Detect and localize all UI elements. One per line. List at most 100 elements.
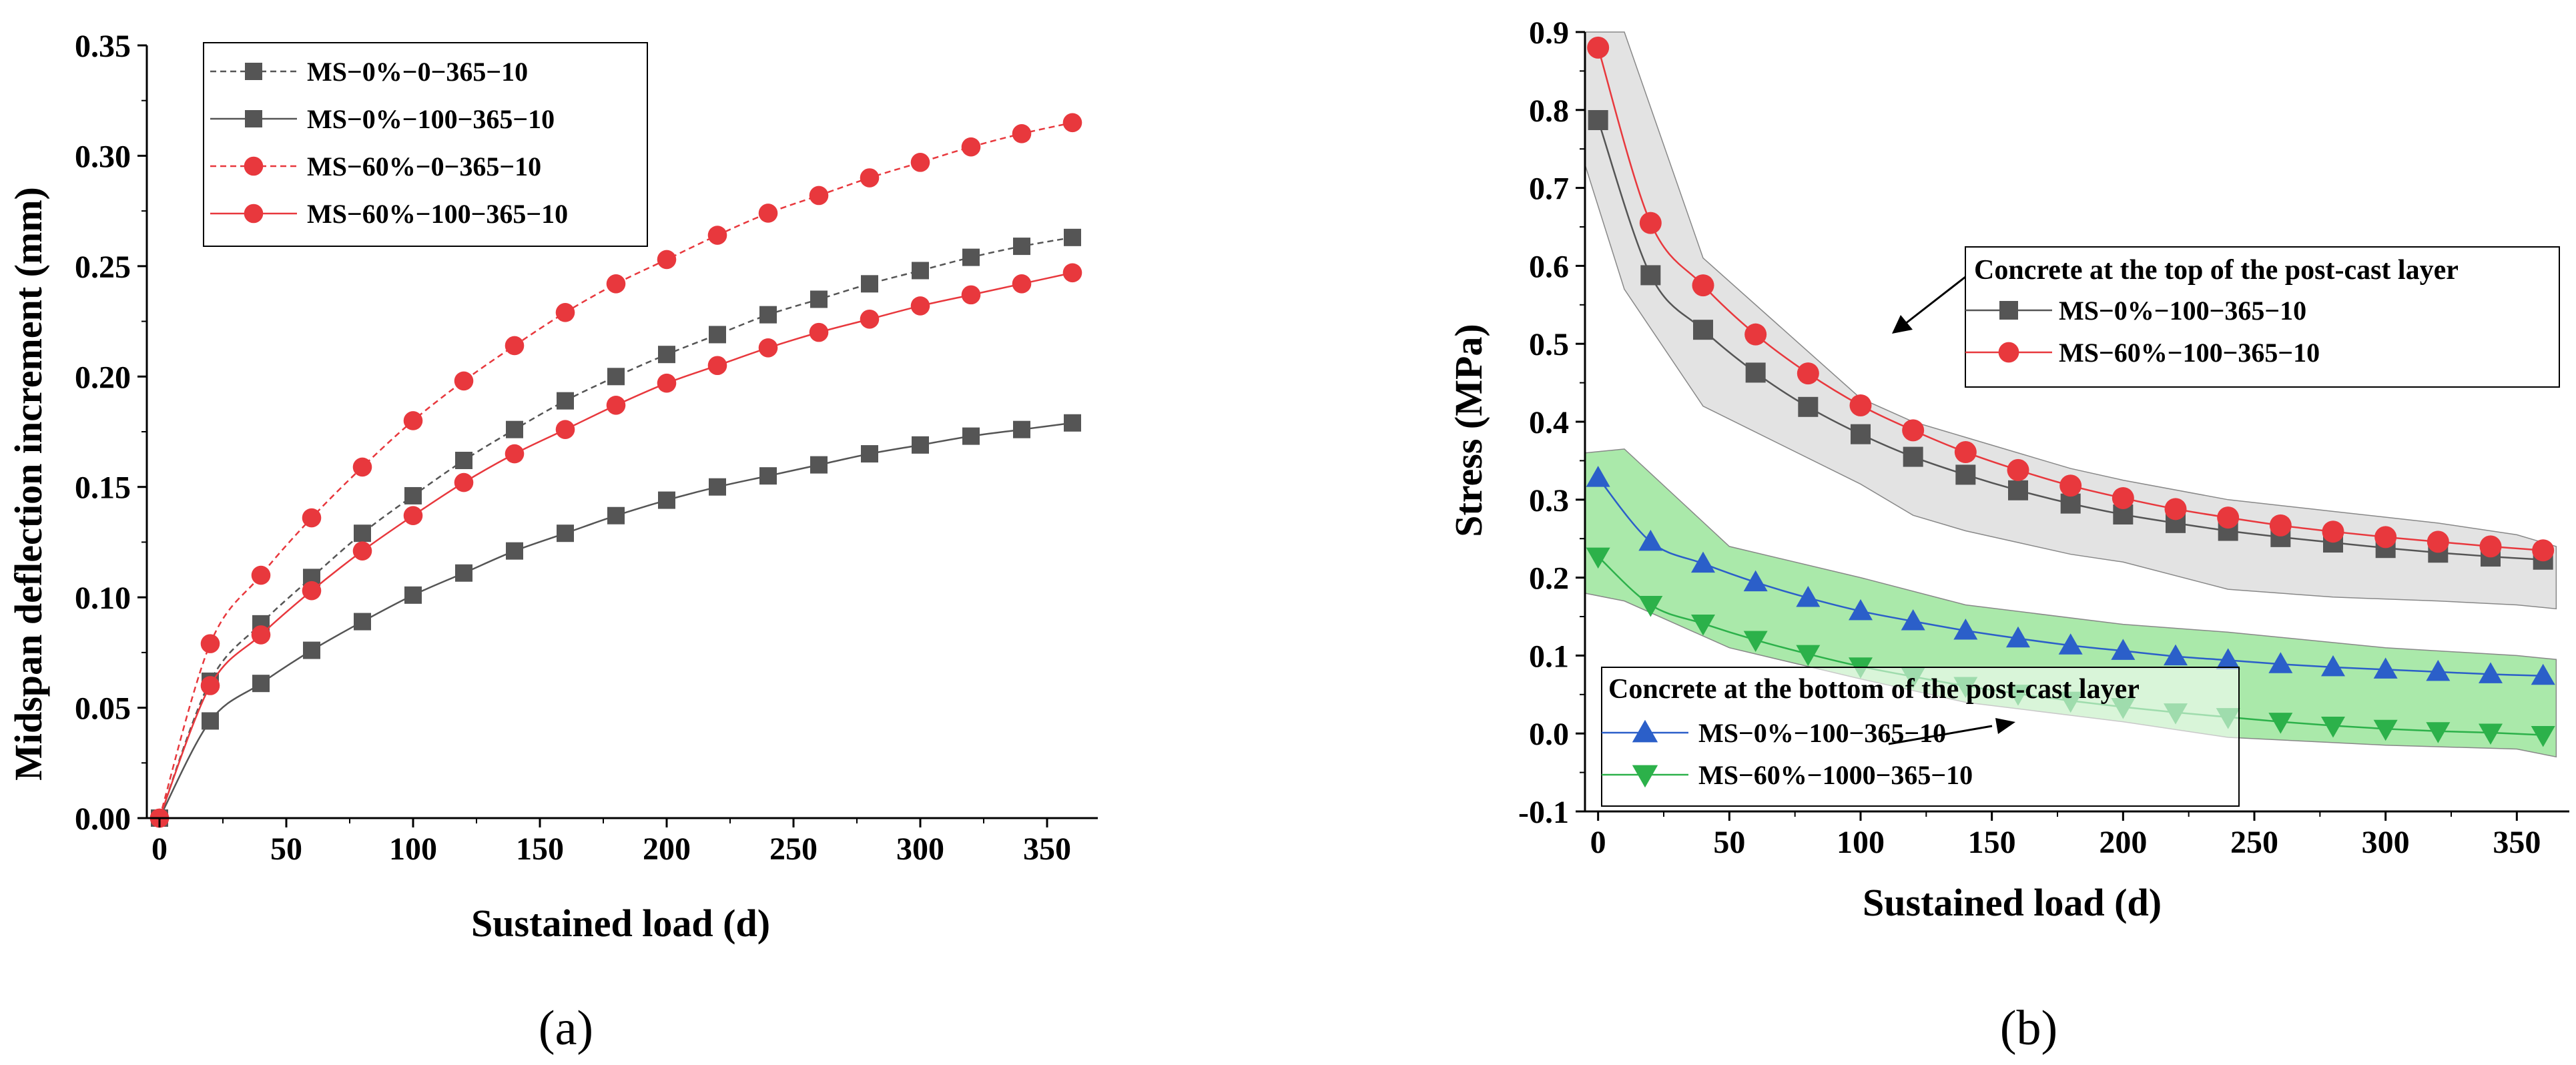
data-point bbox=[302, 508, 322, 528]
y-tick-label: 0.3 bbox=[1529, 483, 1569, 518]
data-point bbox=[506, 420, 523, 438]
legend-label: MS−0%−100−365−10 bbox=[1698, 718, 1946, 748]
y-tick-label: 0.2 bbox=[1529, 561, 1569, 597]
data-point bbox=[1745, 362, 1766, 383]
x-tick-label: 0 bbox=[151, 831, 168, 867]
data-point bbox=[454, 371, 474, 391]
x-tick-label: 300 bbox=[2362, 825, 2410, 860]
legend-item: MS−0%−100−365−10 bbox=[1602, 718, 1946, 748]
data-point bbox=[759, 306, 777, 324]
data-point bbox=[707, 356, 727, 376]
data-point bbox=[2216, 648, 2240, 669]
series-3 bbox=[149, 263, 1082, 828]
x-tick-label: 300 bbox=[896, 831, 944, 867]
data-point bbox=[1743, 570, 1768, 592]
data-point bbox=[2479, 535, 2502, 558]
y-axis-title-a: Midspan deflection increment (mm) bbox=[7, 187, 50, 781]
series-1 bbox=[151, 414, 1081, 827]
data-point bbox=[252, 675, 270, 693]
x-tick-label: 100 bbox=[389, 831, 437, 867]
y-tick-label: 0.7 bbox=[1529, 171, 1569, 207]
legend-marker bbox=[244, 156, 264, 176]
data-point bbox=[912, 436, 929, 454]
data-point bbox=[961, 285, 981, 305]
legend-marker bbox=[245, 110, 262, 127]
data-point bbox=[404, 486, 422, 504]
series-line bbox=[158, 121, 1073, 819]
data-point bbox=[758, 204, 778, 223]
data-point bbox=[1693, 320, 1713, 340]
data-point bbox=[860, 309, 880, 329]
legend-box bbox=[203, 42, 648, 247]
data-point bbox=[2531, 726, 2555, 747]
bottom-layer-band bbox=[1584, 448, 2557, 758]
data-point bbox=[810, 290, 828, 308]
arrow-bottom-annotation bbox=[1888, 718, 2015, 745]
data-point bbox=[2007, 458, 2029, 481]
data-point bbox=[1638, 529, 1663, 551]
legend-box bbox=[1601, 667, 2240, 807]
x-tick-label: 100 bbox=[1837, 825, 1885, 860]
data-point bbox=[2008, 480, 2028, 500]
data-point bbox=[962, 427, 980, 445]
data-point bbox=[354, 524, 371, 543]
data-point bbox=[861, 445, 878, 463]
x-axis-title-a: Sustained load (d) bbox=[471, 902, 770, 945]
legend-title-top: Concrete at the top of the post-cast lay… bbox=[1974, 255, 2459, 286]
data-point bbox=[1013, 238, 1030, 256]
data-point bbox=[2373, 719, 2398, 741]
data-point bbox=[505, 336, 525, 356]
legend-label: MS−60%−0−365−10 bbox=[307, 151, 541, 182]
series-bottom-2 bbox=[1586, 466, 2555, 685]
data-point bbox=[506, 542, 523, 560]
data-point bbox=[1692, 274, 1714, 297]
legend-box bbox=[1965, 246, 2560, 388]
data-point bbox=[607, 368, 625, 386]
data-point bbox=[2479, 723, 2503, 745]
legend-title-bottom: Concrete at the bottom of the post-cast … bbox=[1608, 674, 2140, 705]
panel-label-a: (a) bbox=[539, 1001, 593, 1056]
data-point bbox=[1638, 595, 1663, 617]
y-tick-label: 0.4 bbox=[1529, 405, 1569, 440]
data-point bbox=[1586, 466, 1610, 487]
data-point bbox=[2321, 717, 2345, 738]
x-tick-label: 350 bbox=[2493, 825, 2541, 860]
legend-item: MS−0%−0−365−10 bbox=[210, 57, 528, 87]
y-tick-label: 0.9 bbox=[1529, 15, 1569, 51]
data-point bbox=[1062, 113, 1082, 133]
data-point bbox=[809, 322, 829, 342]
data-point bbox=[1588, 109, 1608, 130]
data-point bbox=[200, 634, 220, 653]
x-tick-label: 50 bbox=[270, 831, 302, 867]
data-point bbox=[2479, 662, 2503, 683]
data-point bbox=[1064, 414, 1081, 432]
series-line bbox=[1597, 119, 2543, 561]
y-tick-label: 0.25 bbox=[75, 250, 131, 285]
data-point bbox=[607, 506, 625, 524]
series-line bbox=[158, 272, 1073, 819]
data-point bbox=[1849, 599, 1873, 621]
data-point bbox=[2111, 639, 2136, 660]
y-tick-label: 0.20 bbox=[75, 360, 131, 395]
legend-label: MS−0%−100−365−10 bbox=[307, 104, 555, 134]
y-tick-label: -0.1 bbox=[1518, 795, 1569, 830]
data-point bbox=[454, 472, 474, 492]
y-tick-label: 0.5 bbox=[1529, 327, 1569, 362]
y-tick-label: 0.35 bbox=[75, 29, 131, 64]
y-axis-title-b: Stress (MPa) bbox=[1447, 324, 1490, 537]
data-point bbox=[1691, 615, 1715, 636]
data-point bbox=[2164, 644, 2188, 666]
x-tick-label: 0 bbox=[1590, 825, 1606, 860]
data-point bbox=[810, 456, 828, 474]
legend-bottom-layer: Concrete at the bottom of the post-cast … bbox=[1601, 667, 2240, 807]
data-point bbox=[1796, 645, 1821, 667]
data-point bbox=[251, 625, 271, 645]
data-point bbox=[2059, 474, 2082, 497]
data-point bbox=[912, 262, 929, 280]
legend-item: MS−60%−1000−365−10 bbox=[1602, 760, 1973, 790]
data-point bbox=[2006, 626, 2030, 648]
data-point bbox=[455, 452, 472, 470]
data-point bbox=[1851, 424, 1871, 444]
panel-a: 0 50 100 150 200 250 300 350 0.00 0.05 0.10 0.15 0.2… bbox=[7, 29, 1098, 1056]
